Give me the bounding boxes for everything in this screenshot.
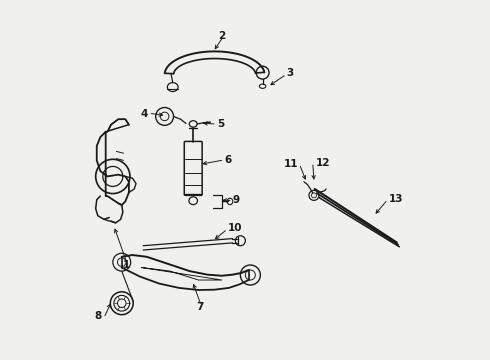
Text: 5: 5 — [217, 119, 224, 129]
Text: 7: 7 — [196, 302, 204, 312]
Text: 13: 13 — [389, 194, 403, 204]
Text: 12: 12 — [316, 158, 330, 168]
Text: 9: 9 — [233, 195, 240, 205]
Text: 2: 2 — [218, 31, 225, 41]
Text: 4: 4 — [141, 109, 148, 118]
Text: 10: 10 — [228, 223, 243, 233]
Text: 3: 3 — [287, 68, 294, 78]
Text: 1: 1 — [123, 260, 130, 270]
Text: 8: 8 — [94, 311, 101, 321]
Text: 6: 6 — [224, 156, 232, 165]
Text: 11: 11 — [283, 159, 298, 169]
